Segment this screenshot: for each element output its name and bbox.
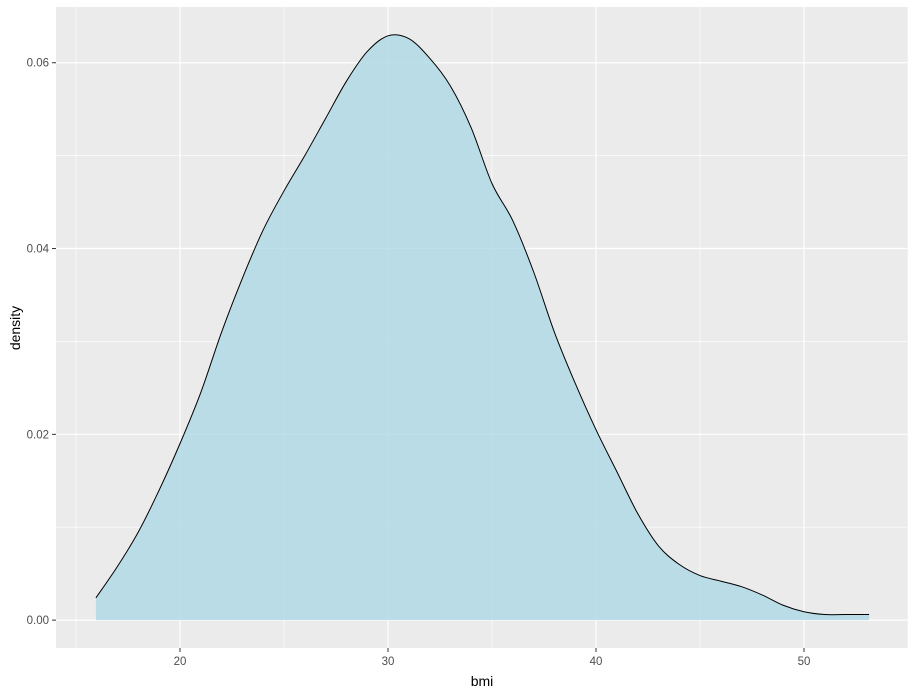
x-axis: 20 30 40 50 [174,648,811,668]
y-axis-title: density [7,306,23,350]
y-tick-label: 0.04 [27,244,50,256]
density-line [95,34,870,616]
y-tick-label: 0.06 [27,58,49,70]
y-axis: 0.00 0.02 0.04 0.06 [27,58,56,627]
x-tick-label: 40 [590,656,603,668]
x-axis-title: bmi [471,673,494,689]
y-tick-label: 0.02 [27,429,49,441]
x-tick-label: 50 [798,656,811,668]
x-tick-label: 20 [174,656,187,668]
density-area [95,34,870,621]
x-tick-label: 30 [382,656,395,668]
y-tick-label: 0.00 [27,615,49,627]
